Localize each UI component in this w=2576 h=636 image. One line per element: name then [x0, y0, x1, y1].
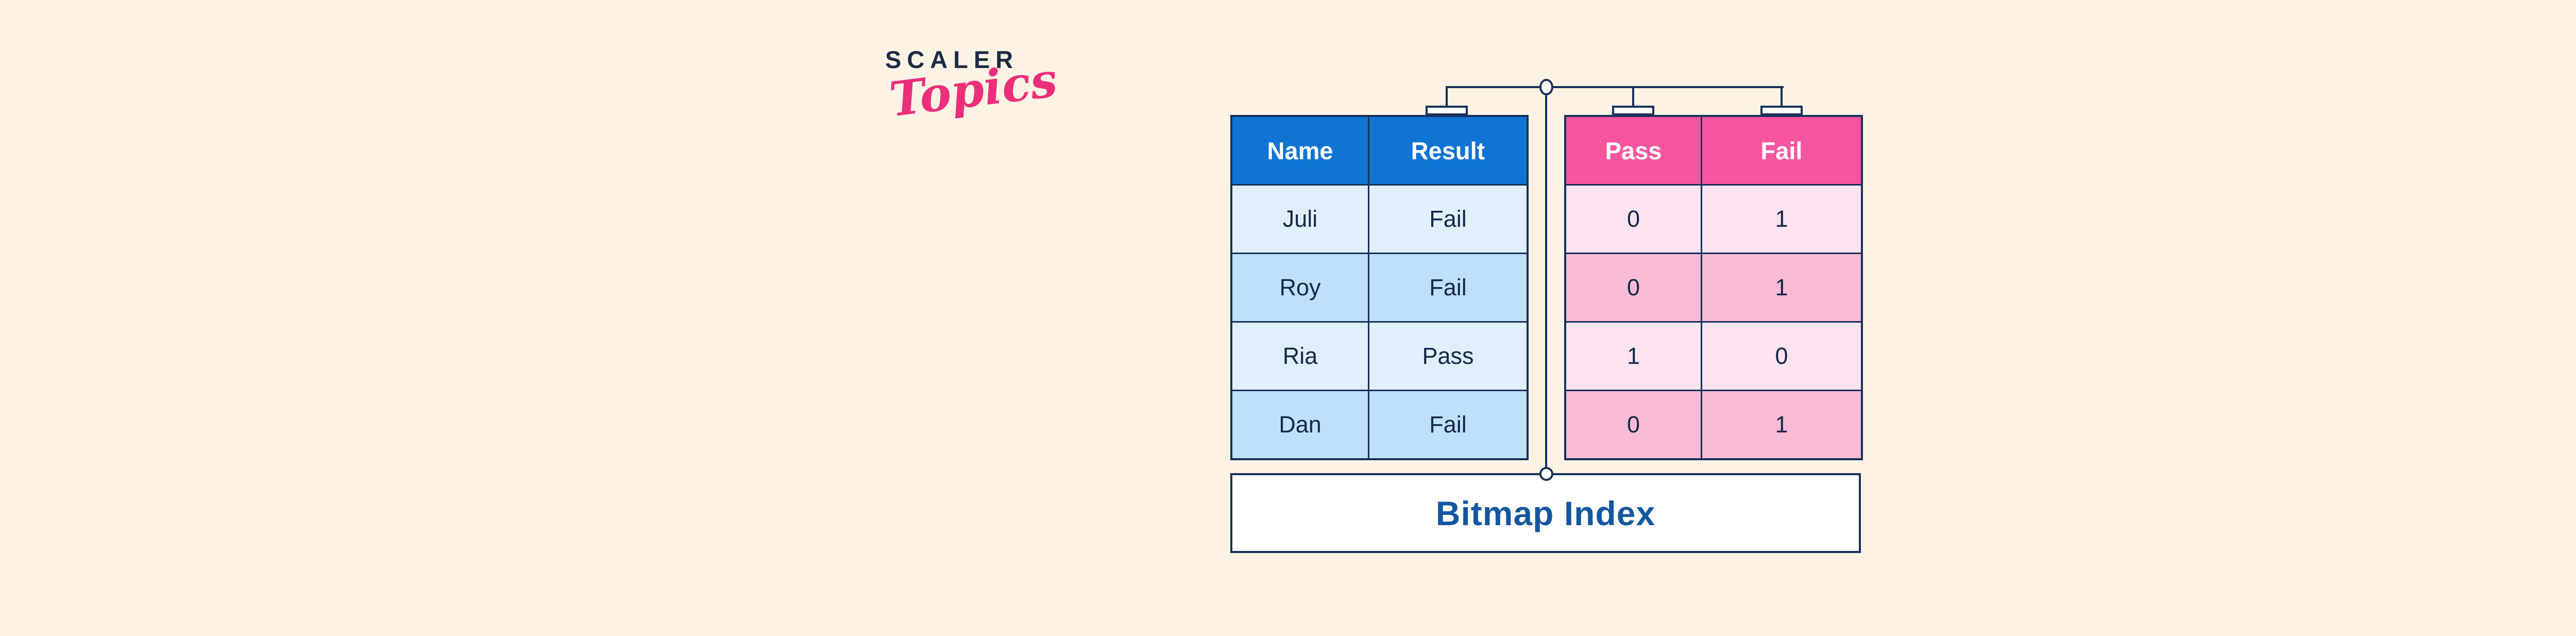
- table-cell: Pass: [1369, 323, 1527, 390]
- bitmap-index-caption-box: Bitmap Index: [1230, 473, 1861, 553]
- table-cell: 1: [1702, 254, 1861, 321]
- scaler-topics-logo: SCALER Topics: [885, 46, 1060, 140]
- table-cell: 1: [1566, 323, 1701, 390]
- bitmap-table: Pass Fail 0 1 0 1 1 0 0 1: [1564, 115, 1863, 460]
- table-cell: 0: [1702, 323, 1861, 390]
- bitmap-table-header-pass: Pass: [1566, 117, 1701, 184]
- connector-junction-node-top: [1539, 79, 1553, 95]
- results-table-header-result: Result: [1369, 117, 1527, 184]
- connector-stub-result: [1446, 86, 1448, 108]
- table-cell: Fail: [1369, 254, 1527, 321]
- connector-cap-fail: [1760, 106, 1803, 115]
- table-cell: Fail: [1369, 391, 1527, 458]
- table-cell: 0: [1566, 254, 1701, 321]
- logo-wordmark-scaler: SCALER: [885, 46, 1019, 73]
- connector-stub-fail: [1781, 86, 1783, 108]
- connector-stub-pass: [1632, 86, 1634, 108]
- results-table: Name Result Juli Fail Roy Fail Ria Pass …: [1230, 115, 1529, 460]
- connector-junction-node-bottom: [1539, 467, 1553, 481]
- connector-cap-result: [1426, 106, 1468, 115]
- table-cell: Roy: [1232, 254, 1368, 321]
- table-cell: Dan: [1232, 391, 1368, 458]
- results-table-header-name: Name: [1232, 117, 1368, 184]
- bitmap-table-header-fail: Fail: [1702, 117, 1861, 184]
- bitmap-index-caption: Bitmap Index: [1435, 494, 1656, 532]
- connector-vertical-line: [1545, 91, 1547, 472]
- table-cell: Ria: [1232, 323, 1368, 390]
- connector-cap-pass: [1612, 106, 1654, 115]
- table-cell: Fail: [1369, 186, 1527, 253]
- table-cell: 0: [1566, 391, 1701, 458]
- table-cell: 0: [1566, 186, 1701, 253]
- connector-horizontal-line: [1446, 86, 1784, 88]
- table-cell: 1: [1702, 186, 1861, 253]
- table-cell: Juli: [1232, 186, 1368, 253]
- table-cell: 1: [1702, 391, 1861, 458]
